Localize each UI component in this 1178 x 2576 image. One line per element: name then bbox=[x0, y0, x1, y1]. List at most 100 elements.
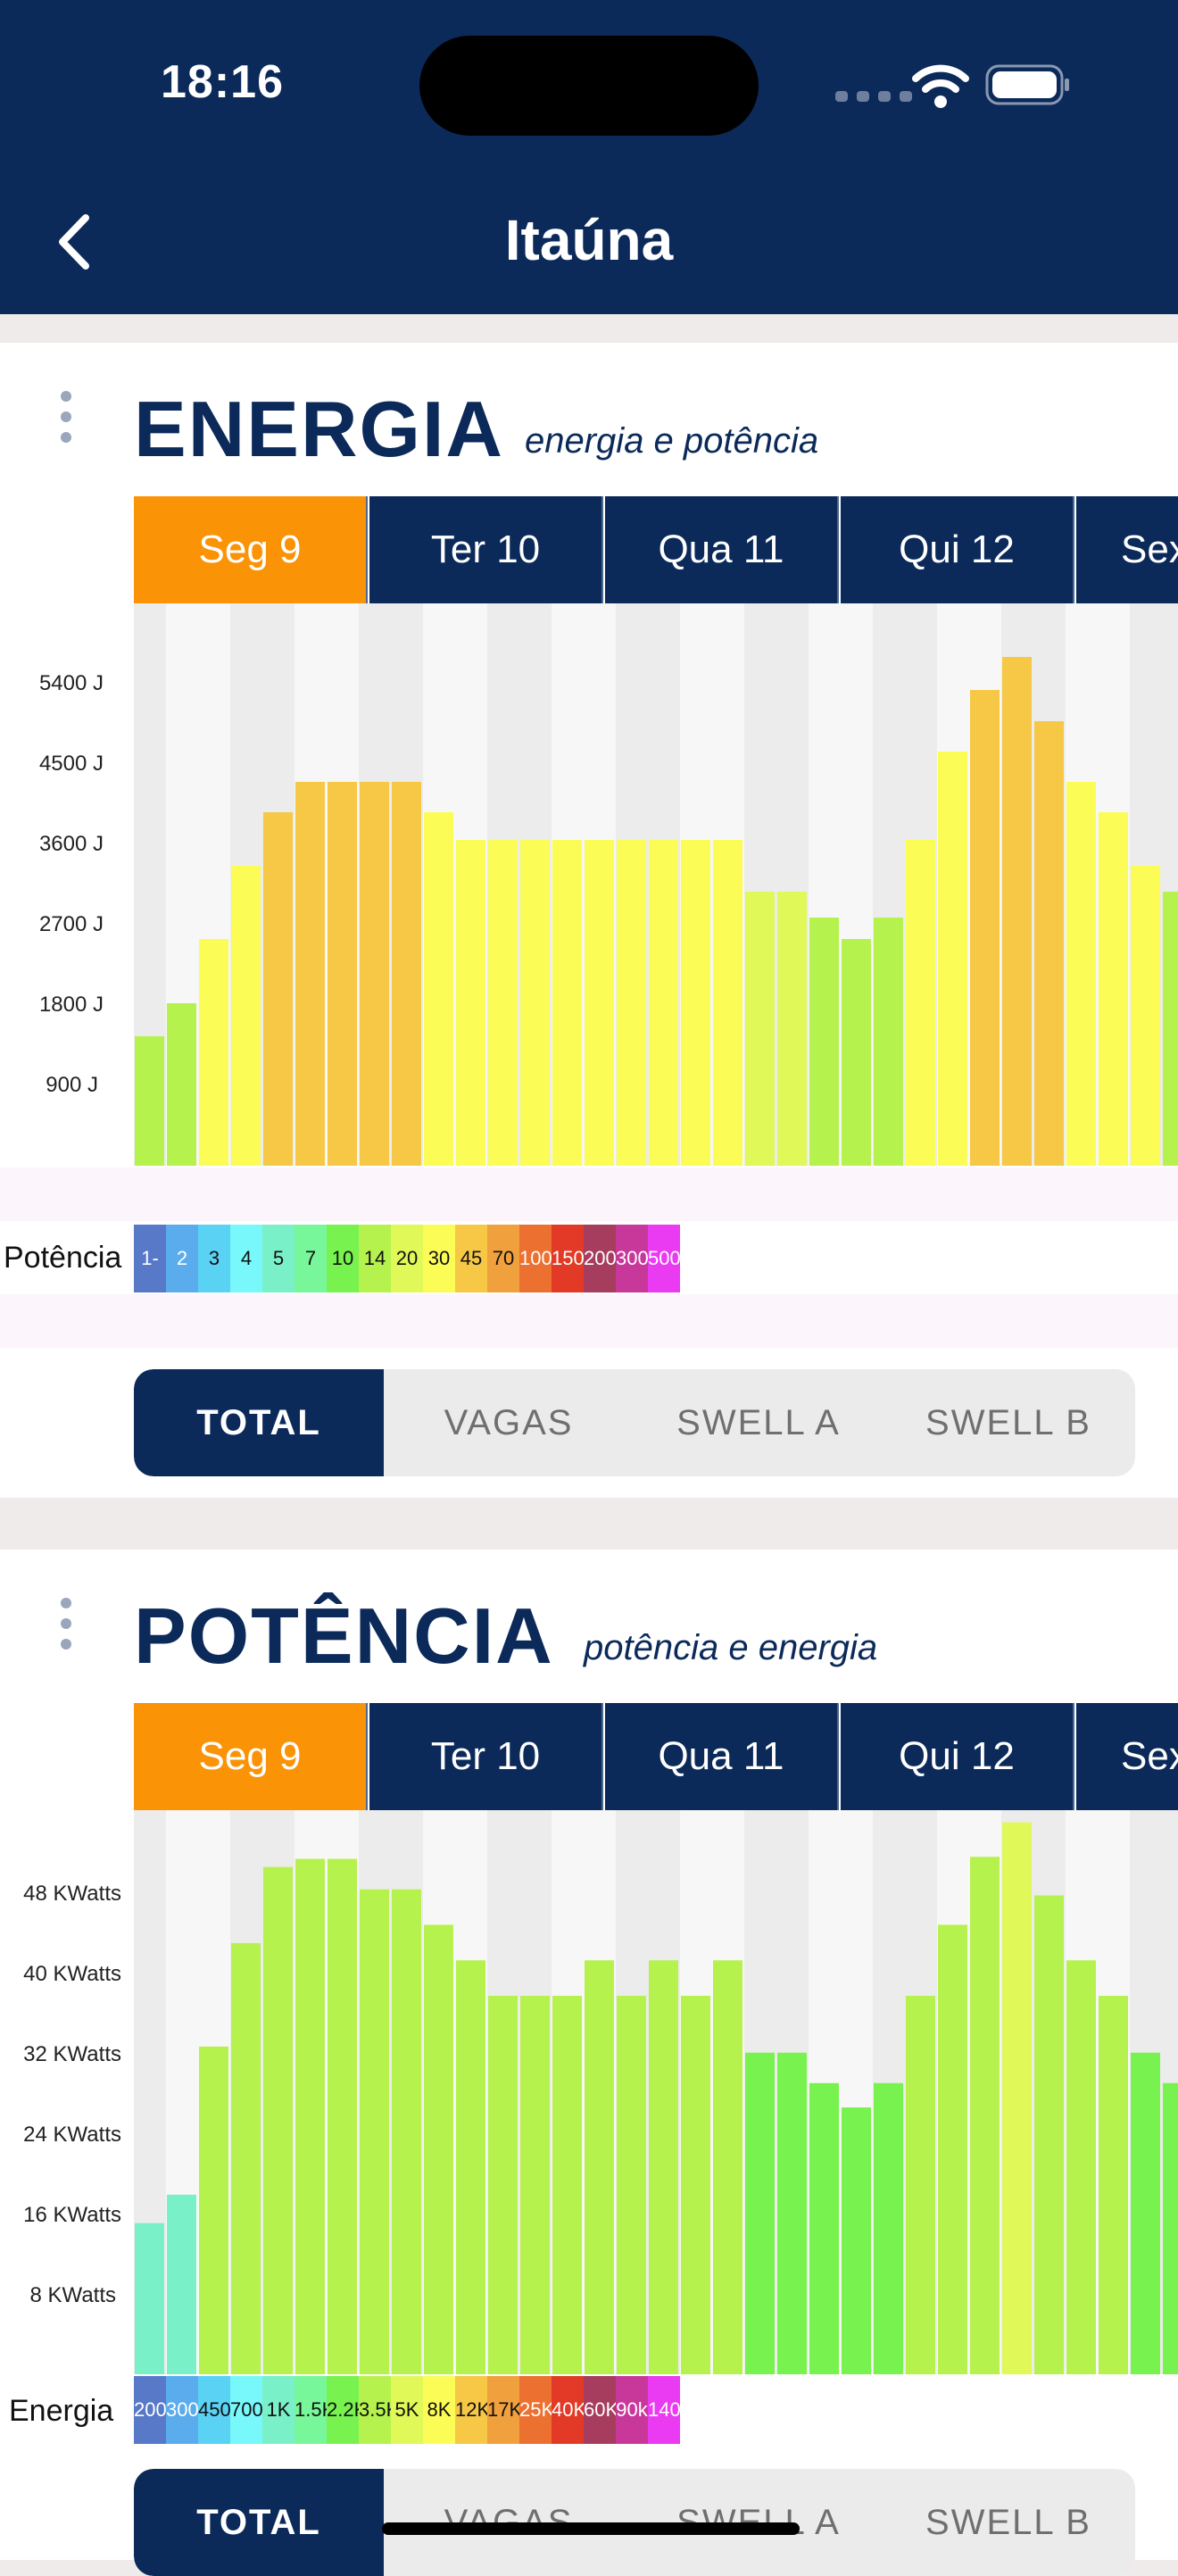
app-header: 18:16 Itaúna bbox=[0, 0, 1178, 314]
scale-swatch: 25K bbox=[519, 2376, 554, 2444]
scale-swatch: 300 bbox=[166, 2376, 199, 2444]
data-bar bbox=[1131, 866, 1160, 1166]
data-bar bbox=[392, 1889, 421, 2374]
day-tab[interactable]: Qua 11 bbox=[605, 1703, 839, 1810]
scale-swatch: 5 bbox=[262, 1225, 294, 1292]
battery-icon bbox=[985, 64, 1069, 105]
day-tab[interactable]: Qui 12 bbox=[841, 496, 1074, 603]
data-bar bbox=[1002, 1822, 1032, 2374]
scale-swatch: 100 bbox=[519, 1225, 552, 1292]
data-bar bbox=[938, 752, 967, 1166]
scale-swatch: 700 bbox=[230, 2376, 263, 2444]
data-bar bbox=[199, 2046, 228, 2374]
y-tick-label: 40 KWatts bbox=[23, 1962, 121, 1986]
data-bar bbox=[1163, 2082, 1178, 2374]
scale-swatch: 12K bbox=[455, 2376, 490, 2444]
day-tab[interactable]: Qua 11 bbox=[605, 496, 839, 603]
data-bar bbox=[745, 892, 775, 1166]
data-bar bbox=[713, 840, 742, 1166]
day-tab[interactable]: Seg 9 bbox=[134, 1703, 368, 1810]
y-tick-label: 32 KWatts bbox=[23, 2042, 121, 2066]
energia-card: ENERGIA energia e potência Seg 9 Ter 10 … bbox=[0, 343, 1178, 1498]
section-subtitle: potência e energia bbox=[584, 1628, 878, 1667]
home-indicator bbox=[382, 2522, 800, 2535]
data-bar bbox=[263, 812, 293, 1166]
data-bar bbox=[745, 2052, 775, 2374]
scale-swatch: 3.5K bbox=[359, 2376, 399, 2444]
scale-swatch: 40K bbox=[552, 2376, 586, 2444]
data-bar bbox=[874, 918, 903, 1166]
day-tab[interactable]: Sex 13 bbox=[1076, 496, 1178, 603]
data-bar bbox=[809, 918, 839, 1166]
data-bar bbox=[456, 840, 485, 1166]
section-title: ENERGIA bbox=[134, 385, 504, 473]
scale-swatch: 150 bbox=[552, 1225, 585, 1292]
data-bar bbox=[842, 939, 871, 1166]
scale-swatch: 5K bbox=[391, 2376, 423, 2444]
tab-total[interactable]: TOTAL bbox=[134, 1369, 384, 1476]
tab-total[interactable]: TOTAL bbox=[134, 2469, 384, 2576]
scale-swatch: 60K bbox=[584, 2376, 618, 2444]
data-bar bbox=[1163, 892, 1178, 1166]
data-bar bbox=[809, 2082, 839, 2374]
day-tab[interactable]: Ter 10 bbox=[369, 1703, 603, 1810]
scale-swatch: 8K bbox=[423, 2376, 455, 2444]
scale-swatch: 90k bbox=[616, 2376, 648, 2444]
y-tick-label: 2700 J bbox=[38, 912, 104, 936]
data-bar bbox=[295, 782, 325, 1166]
page-title: Itaúna bbox=[504, 208, 674, 272]
data-bar bbox=[906, 840, 935, 1166]
day-tab[interactable]: Sex 13 bbox=[1076, 1703, 1178, 1810]
data-bar bbox=[1099, 812, 1128, 1166]
data-bar bbox=[392, 782, 421, 1166]
y-tick-label: 3600 J bbox=[38, 832, 104, 856]
data-bar bbox=[328, 1858, 357, 2374]
scale-swatch: 3 bbox=[198, 1225, 230, 1292]
scale-swatch: 200 bbox=[134, 2376, 167, 2444]
scale-swatch: 30 bbox=[423, 1225, 455, 1292]
data-bar bbox=[360, 782, 389, 1166]
data-bar bbox=[906, 1996, 935, 2374]
data-bar bbox=[585, 840, 614, 1166]
scale-swatch: 2.2K bbox=[327, 2376, 367, 2444]
day-tab[interactable]: Ter 10 bbox=[369, 496, 603, 603]
y-tick-label: 8 KWatts bbox=[29, 2283, 116, 2307]
back-button[interactable] bbox=[48, 202, 102, 282]
data-bar bbox=[842, 2107, 871, 2374]
scale-swatch: 300 bbox=[616, 1225, 649, 1292]
scale-swatch: 10 bbox=[327, 1225, 359, 1292]
scale-swatch: 500+ bbox=[648, 1225, 693, 1292]
scale-label: Potência bbox=[4, 1241, 122, 1275]
data-bar bbox=[424, 812, 453, 1166]
data-bar bbox=[617, 1996, 646, 2374]
scale-swatch: 450 bbox=[198, 2376, 231, 2444]
drag-handle-icon[interactable] bbox=[61, 391, 75, 453]
drag-handle-icon[interactable] bbox=[61, 1598, 75, 1659]
data-bar bbox=[1066, 782, 1096, 1166]
y-tick-label: 48 KWatts bbox=[23, 1882, 121, 1906]
data-bar bbox=[970, 1857, 1000, 2374]
potencia-bar-chart bbox=[134, 1810, 1178, 2374]
tab-swell-b[interactable]: SWELL B bbox=[925, 2503, 1091, 2542]
scale-swatch: 140K bbox=[648, 2376, 693, 2444]
day-tab[interactable]: Seg 9 bbox=[134, 496, 368, 603]
y-tick-label: 1800 J bbox=[38, 993, 104, 1017]
data-bar bbox=[649, 840, 678, 1166]
data-bar bbox=[167, 1003, 196, 1166]
tab-vagas[interactable]: VAGAS bbox=[444, 1403, 574, 1442]
tab-swell-a[interactable]: SWELL A bbox=[676, 1403, 841, 1442]
scale-swatch: 4 bbox=[230, 1225, 262, 1292]
data-bar bbox=[199, 939, 228, 1166]
data-bar bbox=[328, 782, 357, 1166]
day-tab[interactable]: Qui 12 bbox=[841, 1703, 1074, 1810]
data-bar bbox=[424, 1924, 453, 2374]
data-bar bbox=[552, 1996, 582, 2374]
scale-swatch: 45 bbox=[455, 1225, 487, 1292]
tab-swell-b[interactable]: SWELL B bbox=[925, 1403, 1091, 1442]
y-tick-label: 16 KWatts bbox=[23, 2203, 121, 2227]
wifi-icon bbox=[912, 64, 969, 108]
data-bar bbox=[1099, 1996, 1128, 2374]
data-bar bbox=[777, 892, 807, 1166]
data-bar bbox=[135, 1036, 164, 1166]
data-bar bbox=[135, 2223, 164, 2374]
